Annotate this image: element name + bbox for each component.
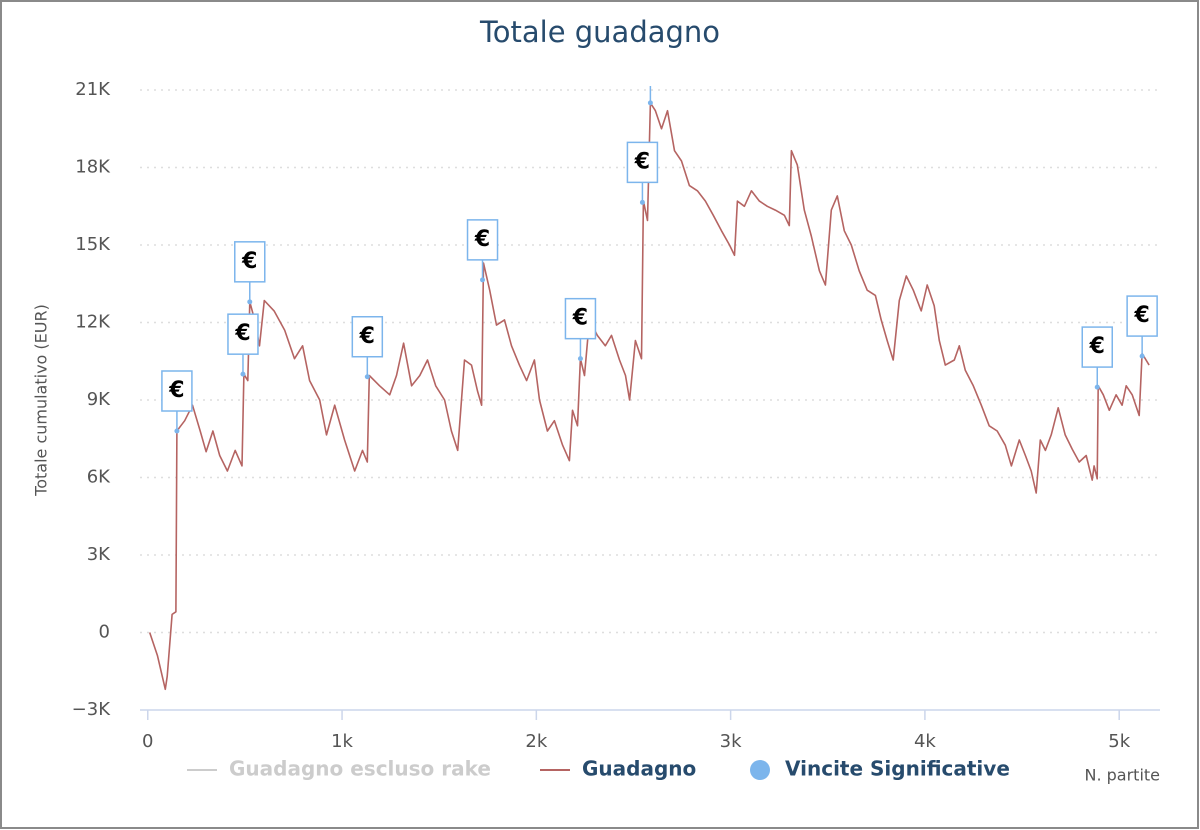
- flag-label: €: [241, 249, 257, 274]
- flag-point: [577, 356, 583, 362]
- legend-label[interactable]: Guadagno: [582, 757, 696, 781]
- flag-point: [639, 199, 645, 205]
- x-tick-label: 3k: [720, 731, 742, 752]
- x-tick-label: 0: [142, 731, 153, 752]
- legend-symbol: [750, 760, 770, 780]
- y-tick-label: 21K: [75, 79, 111, 100]
- flag-point: [1094, 384, 1100, 390]
- legend[interactable]: Guadagno escluso rake Guadagno Vincite Sig…: [187, 757, 1010, 781]
- chart-title: Totale guadagno: [479, 15, 720, 49]
- flag-box: [234, 241, 266, 283]
- flag-point: [240, 371, 246, 377]
- flag-point: [647, 100, 653, 106]
- legend-label[interactable]: Vincite Significative: [785, 757, 1010, 781]
- x-tick-label: 5k: [1108, 731, 1130, 752]
- y-tick-label: −3K: [72, 699, 112, 720]
- flag-box: [351, 316, 384, 358]
- flag-box: [227, 313, 259, 355]
- y-tick-label: 18K: [75, 157, 111, 178]
- flag-label: €: [1133, 303, 1149, 328]
- flag-point: [364, 374, 370, 380]
- flag-label: €: [572, 306, 588, 331]
- flag-label: €: [359, 324, 375, 349]
- flag-point: [480, 277, 486, 283]
- flag-box: [466, 219, 499, 261]
- flag-box: [564, 297, 597, 340]
- y-tick-label: 15K: [75, 234, 111, 255]
- grid: −3K 0 3K 6K 9K 12K 15K 18K 21K 0 1k 2k 3k 4k 5k: [72, 79, 1160, 752]
- y-tick-label: 12K: [75, 312, 111, 333]
- flag-label: €: [1089, 334, 1105, 359]
- x-tick-label: 4k: [914, 731, 936, 752]
- plot-area: €€€€€€€€€€: [148, 86, 1158, 691]
- x-tick-label: 2k: [525, 731, 547, 752]
- flag-box: [161, 370, 193, 412]
- flag-box: [626, 141, 659, 184]
- flag-box: [1081, 326, 1113, 368]
- y-axis-label: Totale cumulativo (EUR): [32, 304, 51, 497]
- y-tick-label: 6K: [87, 467, 111, 488]
- flag-point: [174, 428, 180, 434]
- flag-box: [1126, 295, 1158, 337]
- flag-point: [1139, 353, 1145, 359]
- x-axis-label: N. partite: [1084, 766, 1160, 785]
- flag-point: [247, 299, 253, 305]
- x-tick-label: 1k: [331, 731, 353, 752]
- flag-label: €: [634, 149, 650, 174]
- legend-label[interactable]: Guadagno escluso rake: [229, 757, 491, 781]
- flag-label: €: [474, 227, 490, 252]
- y-tick-label: 3K: [87, 544, 111, 565]
- flag-label: €: [168, 378, 184, 403]
- y-tick-label: 9K: [87, 389, 111, 410]
- flag-label: €: [234, 321, 250, 346]
- y-tick-label: 0: [99, 622, 110, 643]
